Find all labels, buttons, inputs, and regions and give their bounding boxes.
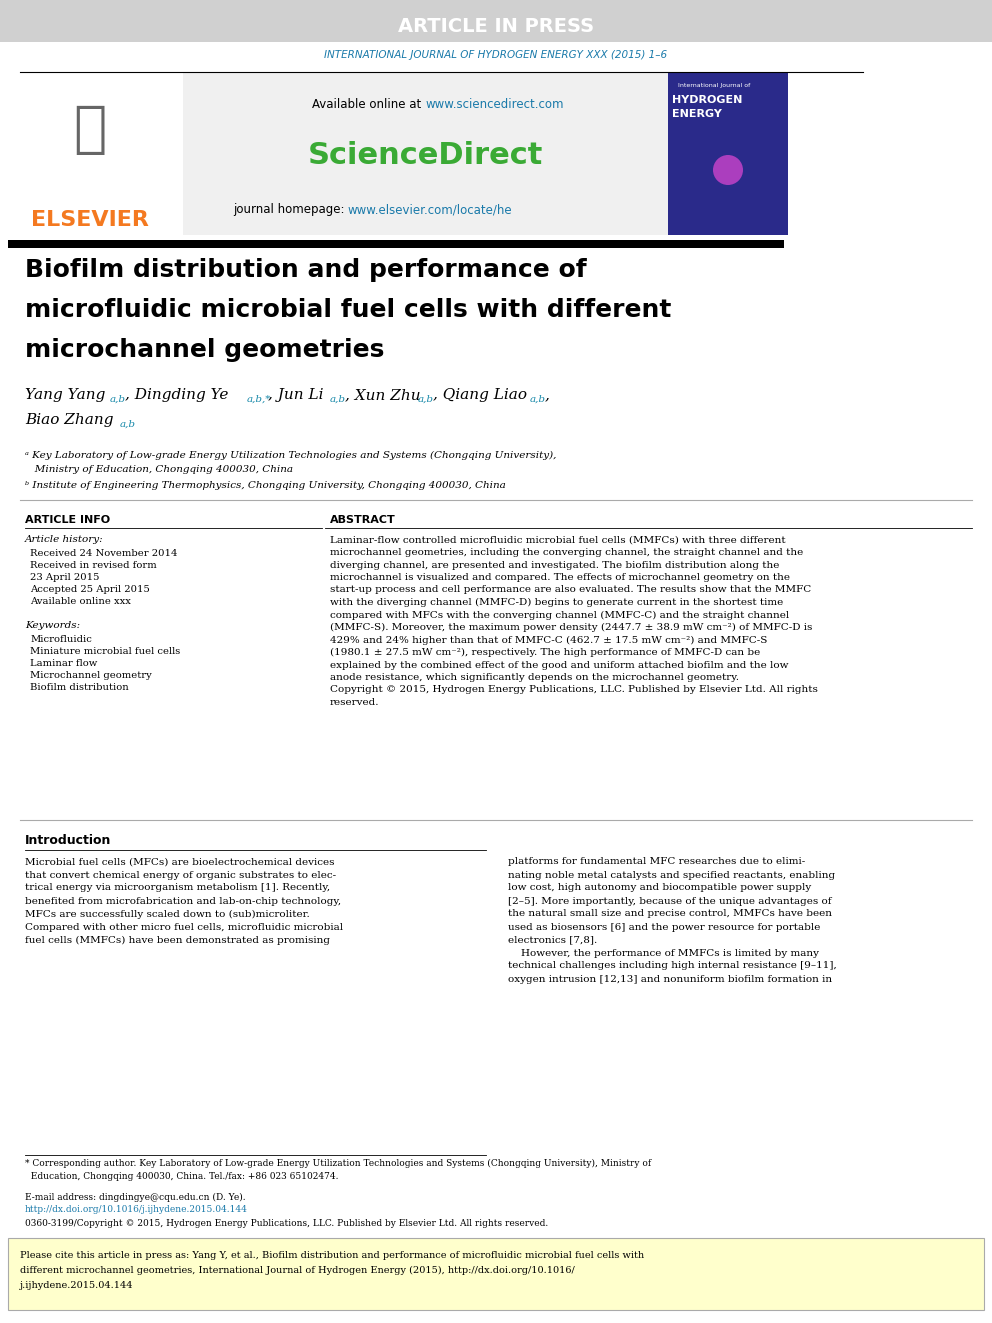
Text: ELSEVIER: ELSEVIER bbox=[31, 210, 149, 230]
Text: International Journal of: International Journal of bbox=[678, 82, 750, 87]
Text: journal homepage:: journal homepage: bbox=[233, 204, 348, 217]
Text: Copyright © 2015, Hydrogen Energy Publications, LLC. Published by Elsevier Ltd. : Copyright © 2015, Hydrogen Energy Public… bbox=[330, 685, 817, 695]
Text: Introduction: Introduction bbox=[25, 833, 111, 847]
Text: HYDROGEN: HYDROGEN bbox=[672, 95, 742, 105]
Text: Accepted 25 April 2015: Accepted 25 April 2015 bbox=[30, 585, 150, 594]
Text: Received in revised form: Received in revised form bbox=[30, 561, 157, 569]
Text: benefited from microfabrication and lab-on-chip technology,: benefited from microfabrication and lab-… bbox=[25, 897, 341, 905]
Text: a,b: a,b bbox=[110, 396, 126, 404]
Text: ᵇ Institute of Engineering Thermophysics, Chongqing University, Chongqing 400030: ᵇ Institute of Engineering Thermophysics… bbox=[25, 480, 506, 490]
Text: technical challenges including high internal resistance [9–11],: technical challenges including high inte… bbox=[508, 962, 836, 971]
Text: , Jun Li: , Jun Li bbox=[268, 388, 328, 402]
Bar bbox=[8, 239, 784, 247]
Text: Biofilm distribution: Biofilm distribution bbox=[30, 684, 129, 692]
Text: a,b: a,b bbox=[530, 396, 546, 404]
Text: low cost, high autonomy and biocompatible power supply: low cost, high autonomy and biocompatibl… bbox=[508, 884, 811, 893]
Text: Microbial fuel cells (MFCs) are bioelectrochemical devices: Microbial fuel cells (MFCs) are bioelect… bbox=[25, 857, 334, 867]
Text: ARTICLE IN PRESS: ARTICLE IN PRESS bbox=[398, 16, 594, 36]
Text: Yang Yang: Yang Yang bbox=[25, 388, 110, 402]
Text: nating noble metal catalysts and specified reactants, enabling: nating noble metal catalysts and specifi… bbox=[508, 871, 835, 880]
Text: However, the performance of MMFCs is limited by many: However, the performance of MMFCs is lim… bbox=[508, 949, 819, 958]
Text: Laminar-flow controlled microfluidic microbial fuel cells (MMFCs) with three dif: Laminar-flow controlled microfluidic mic… bbox=[330, 536, 786, 545]
Text: 🌳: 🌳 bbox=[73, 103, 106, 157]
Text: Article history:: Article history: bbox=[25, 536, 103, 545]
Text: platforms for fundamental MFC researches due to elimi-: platforms for fundamental MFC researches… bbox=[508, 857, 806, 867]
Text: Please cite this article in press as: Yang Y, et al., Biofilm distribution and p: Please cite this article in press as: Ya… bbox=[20, 1250, 644, 1259]
Text: , Dingding Ye: , Dingding Ye bbox=[125, 388, 233, 402]
Text: reserved.: reserved. bbox=[330, 699, 380, 706]
Text: , Xun Zhu: , Xun Zhu bbox=[345, 388, 426, 402]
Bar bbox=[0, 0, 992, 42]
Text: 0360-3199/Copyright © 2015, Hydrogen Energy Publications, LLC. Published by Else: 0360-3199/Copyright © 2015, Hydrogen Ene… bbox=[25, 1218, 549, 1228]
Bar bbox=[668, 71, 788, 235]
Text: a,b: a,b bbox=[120, 419, 136, 429]
Text: Compared with other micro fuel cells, microfluidic microbial: Compared with other micro fuel cells, mi… bbox=[25, 922, 343, 931]
Text: Received 24 November 2014: Received 24 November 2014 bbox=[30, 549, 178, 557]
Text: Available online xxx: Available online xxx bbox=[30, 597, 131, 606]
Text: , Qiang Liao: , Qiang Liao bbox=[433, 388, 532, 402]
Text: different microchannel geometries, International Journal of Hydrogen Energy (201: different microchannel geometries, Inter… bbox=[20, 1265, 574, 1274]
Text: ScienceDirect: ScienceDirect bbox=[308, 140, 543, 169]
Text: Laminar flow: Laminar flow bbox=[30, 659, 97, 668]
Text: trical energy via microorganism metabolism [1]. Recently,: trical energy via microorganism metaboli… bbox=[25, 884, 330, 893]
Text: diverging channel, are presented and investigated. The biofilm distribution alon: diverging channel, are presented and inv… bbox=[330, 561, 780, 569]
Text: 429% and 24% higher than that of MMFC-C (462.7 ± 17.5 mW cm⁻²) and MMFC-S: 429% and 24% higher than that of MMFC-C … bbox=[330, 635, 768, 644]
Text: explained by the combined effect of the good and uniform attached biofilm and th: explained by the combined effect of the … bbox=[330, 660, 789, 669]
Text: (1980.1 ± 27.5 mW cm⁻²), respectively. The high performance of MMFC-D can be: (1980.1 ± 27.5 mW cm⁻²), respectively. T… bbox=[330, 648, 760, 658]
Text: E-mail address: dingdingye@cqu.edu.cn (D. Ye).: E-mail address: dingdingye@cqu.edu.cn (D… bbox=[25, 1192, 246, 1201]
Text: [2–5]. More importantly, because of the unique advantages of: [2–5]. More importantly, because of the … bbox=[508, 897, 831, 905]
Text: electronics [7,8].: electronics [7,8]. bbox=[508, 935, 597, 945]
Text: fuel cells (MMFCs) have been demonstrated as promising: fuel cells (MMFCs) have been demonstrate… bbox=[25, 935, 330, 945]
Text: ᵃ Key Laboratory of Low-grade Energy Utilization Technologies and Systems (Chong: ᵃ Key Laboratory of Low-grade Energy Uti… bbox=[25, 450, 557, 459]
Text: ARTICLE INFO: ARTICLE INFO bbox=[25, 515, 110, 525]
Text: microchannel is visualized and compared. The effects of microchannel geometry on: microchannel is visualized and compared.… bbox=[330, 573, 790, 582]
Bar bbox=[8, 75, 183, 230]
Text: a,b: a,b bbox=[330, 396, 346, 404]
Text: Miniature microbial fuel cells: Miniature microbial fuel cells bbox=[30, 647, 181, 656]
Text: used as biosensors [6] and the power resource for portable: used as biosensors [6] and the power res… bbox=[508, 922, 820, 931]
Ellipse shape bbox=[713, 155, 743, 185]
Text: with the diverging channel (MMFC-D) begins to generate current in the shortest t: with the diverging channel (MMFC-D) begi… bbox=[330, 598, 784, 607]
Bar bbox=[183, 71, 668, 235]
Text: (MMFC-S). Moreover, the maximum power density (2447.7 ± 38.9 mW cm⁻²) of MMFC-D : (MMFC-S). Moreover, the maximum power de… bbox=[330, 623, 812, 632]
Text: www.sciencedirect.com: www.sciencedirect.com bbox=[425, 98, 563, 111]
Text: Microfluidic: Microfluidic bbox=[30, 635, 92, 644]
Text: * Corresponding author. Key Laboratory of Low-grade Energy Utilization Technolog: * Corresponding author. Key Laboratory o… bbox=[25, 1159, 651, 1181]
Text: compared with MFCs with the converging channel (MMFC-C) and the straight channel: compared with MFCs with the converging c… bbox=[330, 610, 790, 619]
Bar bbox=[8, 1238, 984, 1310]
Text: www.elsevier.com/locate/he: www.elsevier.com/locate/he bbox=[348, 204, 513, 217]
Text: a,b: a,b bbox=[418, 396, 434, 404]
Text: 23 April 2015: 23 April 2015 bbox=[30, 573, 99, 582]
Text: microchannel geometries: microchannel geometries bbox=[25, 337, 384, 363]
Text: anode resistance, which significantly depends on the microchannel geometry.: anode resistance, which significantly de… bbox=[330, 673, 739, 681]
Text: ABSTRACT: ABSTRACT bbox=[330, 515, 396, 525]
Text: oxygen intrusion [12,13] and nonuniform biofilm formation in: oxygen intrusion [12,13] and nonuniform … bbox=[508, 975, 832, 983]
Text: INTERNATIONAL JOURNAL OF HYDROGEN ENERGY XXX (2015) 1–6: INTERNATIONAL JOURNAL OF HYDROGEN ENERGY… bbox=[324, 50, 668, 60]
Text: the natural small size and precise control, MMFCs have been: the natural small size and precise contr… bbox=[508, 909, 832, 918]
Text: MFCs are successfully scaled down to (sub)microliter.: MFCs are successfully scaled down to (su… bbox=[25, 909, 310, 918]
Text: Ministry of Education, Chongqing 400030, China: Ministry of Education, Chongqing 400030,… bbox=[25, 464, 293, 474]
Text: microfluidic microbial fuel cells with different: microfluidic microbial fuel cells with d… bbox=[25, 298, 672, 321]
Text: ENERGY: ENERGY bbox=[672, 108, 722, 119]
Text: Biao Zhang: Biao Zhang bbox=[25, 413, 118, 427]
Text: Microchannel geometry: Microchannel geometry bbox=[30, 672, 152, 680]
Text: start-up process and cell performance are also evaluated. The results show that : start-up process and cell performance ar… bbox=[330, 586, 811, 594]
Text: Biofilm distribution and performance of: Biofilm distribution and performance of bbox=[25, 258, 586, 282]
Text: j.ijhydene.2015.04.144: j.ijhydene.2015.04.144 bbox=[20, 1281, 134, 1290]
Text: a,b,*: a,b,* bbox=[247, 396, 272, 404]
Text: http://dx.doi.org/10.1016/j.ijhydene.2015.04.144: http://dx.doi.org/10.1016/j.ijhydene.201… bbox=[25, 1204, 248, 1213]
Text: Available online at: Available online at bbox=[312, 98, 425, 111]
Text: microchannel geometries, including the converging channel, the straight channel : microchannel geometries, including the c… bbox=[330, 548, 804, 557]
Text: ,: , bbox=[545, 388, 550, 402]
Text: Keywords:: Keywords: bbox=[25, 620, 80, 630]
Text: that convert chemical energy of organic substrates to elec-: that convert chemical energy of organic … bbox=[25, 871, 336, 880]
